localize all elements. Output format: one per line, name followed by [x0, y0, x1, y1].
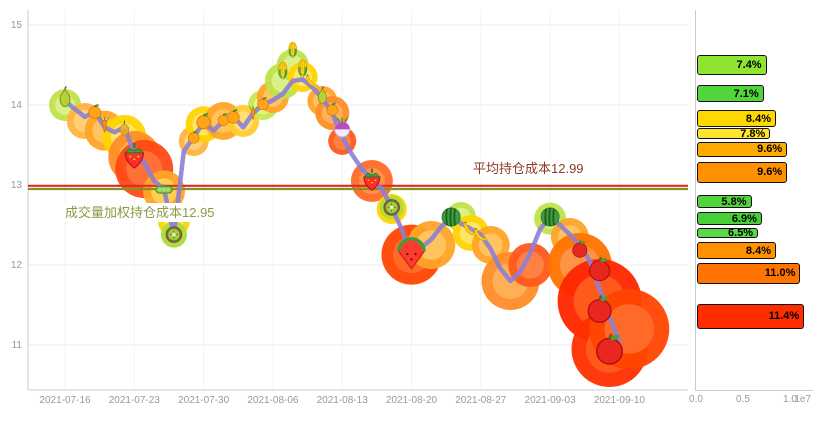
orange-icon: [226, 109, 240, 124]
pineapple-icon: [119, 119, 130, 136]
orange-icon: [257, 97, 269, 111]
apple-icon: [587, 294, 612, 323]
distribution-bar: 6.5%: [697, 228, 759, 238]
bar-axis-scale-label: 1e7: [794, 394, 811, 405]
corn-icon: [288, 41, 297, 59]
x-axis-tick-label: 2021-08-20: [386, 395, 438, 406]
pear-icon: [59, 86, 71, 108]
carrot-icon: [99, 117, 110, 133]
kiwi-icon: [165, 226, 183, 243]
distribution-bar: 7.8%: [697, 128, 771, 140]
y-axis-tick-label: 13: [11, 180, 23, 191]
y-axis-tick-label: 12: [11, 260, 23, 271]
bar-axis-tick-label: 0.0: [689, 394, 703, 405]
strawberry-icon: [124, 143, 145, 169]
distribution-bar: 6.9%: [697, 212, 762, 226]
kiwi-icon: [383, 199, 400, 216]
x-axis-tick-label: 2021-07-23: [109, 395, 161, 406]
radish-icon: [334, 117, 351, 139]
watermelon-icon: [540, 207, 560, 227]
y-axis-tick-label: 11: [12, 340, 23, 351]
x-axis-tick-label: 2021-09-03: [525, 395, 577, 406]
distribution-bar: 5.8%: [697, 195, 752, 209]
x-axis-tick-label: 2021-08-06: [247, 395, 299, 406]
corn-icon: [297, 59, 308, 78]
apple-icon: [589, 256, 611, 282]
apple-icon: [572, 240, 588, 258]
orange-icon: [188, 130, 200, 144]
bar-axis-tick-label: 0.5: [736, 394, 750, 405]
price-cost-chart: 11 12 13 14 15 2021-07-16 2021-07-23 2021-07-30…: [11, 10, 688, 406]
x-axis-tick-label: 2021-07-16: [39, 395, 91, 406]
orange-icon: [196, 113, 211, 130]
bar-axis-tick-label: 1.0: [783, 394, 797, 405]
y-axis-tick-label: 14: [11, 100, 23, 111]
carrot-icon: [248, 106, 258, 120]
distribution-bar: 8.4%: [697, 110, 776, 128]
distribution-bars-plot: [695, 10, 813, 391]
y-axis-tick-label: 15: [11, 20, 23, 31]
x-axis-tick-label: 2021-08-13: [317, 395, 369, 406]
distribution-bar: 9.6%: [697, 161, 788, 183]
x-axis-tick-label: 2021-08-27: [455, 395, 507, 406]
distribution-bar: 11.0%: [697, 262, 801, 284]
pear-icon: [317, 86, 327, 104]
avg-cost-label: 平均持仓成本12.99: [468, 158, 589, 178]
vwap-cost-label: 成交量加权持仓成本12.95: [60, 203, 220, 222]
distribution-bar: 8.4%: [697, 242, 776, 260]
x-axis-tick-label: 2021-09-10: [594, 395, 646, 406]
volume-bubble: [508, 243, 553, 287]
orange-icon: [326, 102, 338, 116]
distribution-bar: 9.6%: [697, 141, 788, 157]
orange-icon: [88, 104, 102, 119]
watermelon-icon: [441, 207, 461, 227]
distribution-panel: 7.4% 7.1% 8.4% 7.8% 9.6% 9.6% 5.8% 6.9% 6.5% 8.4%…: [689, 0, 813, 422]
peas-icon: [155, 185, 173, 194]
corn-icon: [278, 61, 288, 80]
strawberry-icon: [363, 168, 381, 191]
distribution-bar: 7.4%: [697, 55, 767, 75]
banana-icon: [474, 228, 488, 241]
distribution-bar: 11.4%: [697, 303, 805, 329]
apple-icon: [596, 333, 623, 365]
distribution-bar: 7.1%: [697, 85, 764, 103]
watermelon-slice-icon: [397, 237, 426, 270]
orange-icon: [217, 113, 230, 127]
x-axis-tick-label: 2021-07-30: [178, 395, 230, 406]
banana-icon: [306, 74, 319, 88]
